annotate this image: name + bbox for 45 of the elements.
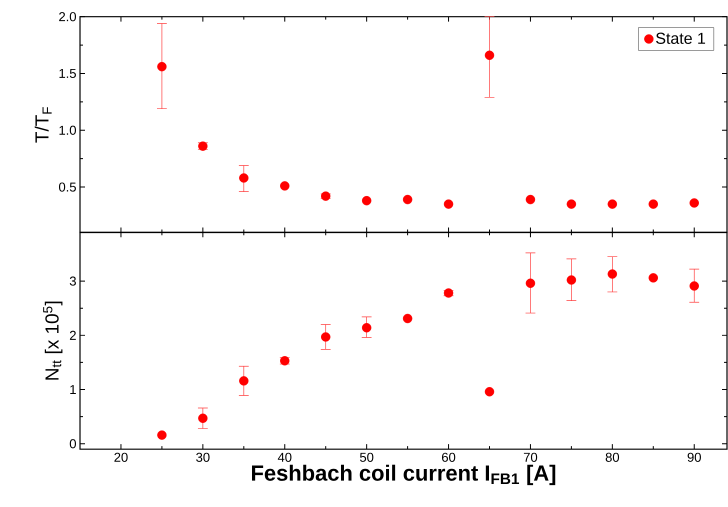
- x-axis-title: Feshbach coil current I$_{FB1}$ [A]: [252, 464, 556, 486]
- y-tick-label: 0: [70, 439, 76, 448]
- point: [362, 196, 372, 206]
- point: [198, 414, 208, 423]
- y-tick-label: 2.0: [59, 12, 76, 22]
- x-tick-label: 90: [688, 452, 701, 462]
- point: [157, 430, 167, 440]
- point: [608, 269, 618, 279]
- point: [648, 199, 658, 209]
- point: [321, 191, 330, 201]
- x-tick-label: 50: [360, 452, 374, 462]
- point: [402, 194, 412, 204]
- point: [402, 314, 412, 324]
- point: [280, 181, 290, 191]
- point: [526, 278, 536, 288]
- y-tick-label: 2: [70, 330, 76, 340]
- y-tick-label: 1.0: [59, 126, 76, 135]
- x-tick-label: 40: [278, 452, 292, 462]
- y-tick-label: 0.5: [58, 182, 76, 192]
- x-tick-label: 20: [114, 452, 128, 462]
- point: [157, 62, 167, 72]
- point: [239, 376, 249, 386]
- y-axis-title: N$_{tt}$ [x 10$^{5}$]: [43, 302, 62, 380]
- y-tick-label: 3: [70, 276, 76, 286]
- y-tick-label: 1: [70, 385, 76, 394]
- x-tick-label: 80: [606, 452, 620, 462]
- x-tick-label: 60: [442, 452, 456, 462]
- y-tick-label: 1.5: [59, 68, 76, 78]
- point: [648, 273, 658, 283]
- point: [566, 275, 576, 285]
- x-tick-label: 70: [524, 452, 538, 462]
- point: [566, 199, 576, 209]
- point: [321, 332, 330, 342]
- point: [690, 281, 699, 291]
- y-axis-title: T/T$_{F}$: [34, 107, 52, 143]
- point: [239, 173, 249, 183]
- point: [362, 323, 372, 332]
- point: [690, 198, 699, 208]
- x-tick-label: 30: [196, 452, 210, 462]
- point: [526, 194, 536, 204]
- legend-label: State 1: [656, 32, 706, 44]
- point: [484, 387, 494, 396]
- point: [484, 50, 494, 60]
- point: [444, 199, 454, 209]
- point: [608, 199, 618, 209]
